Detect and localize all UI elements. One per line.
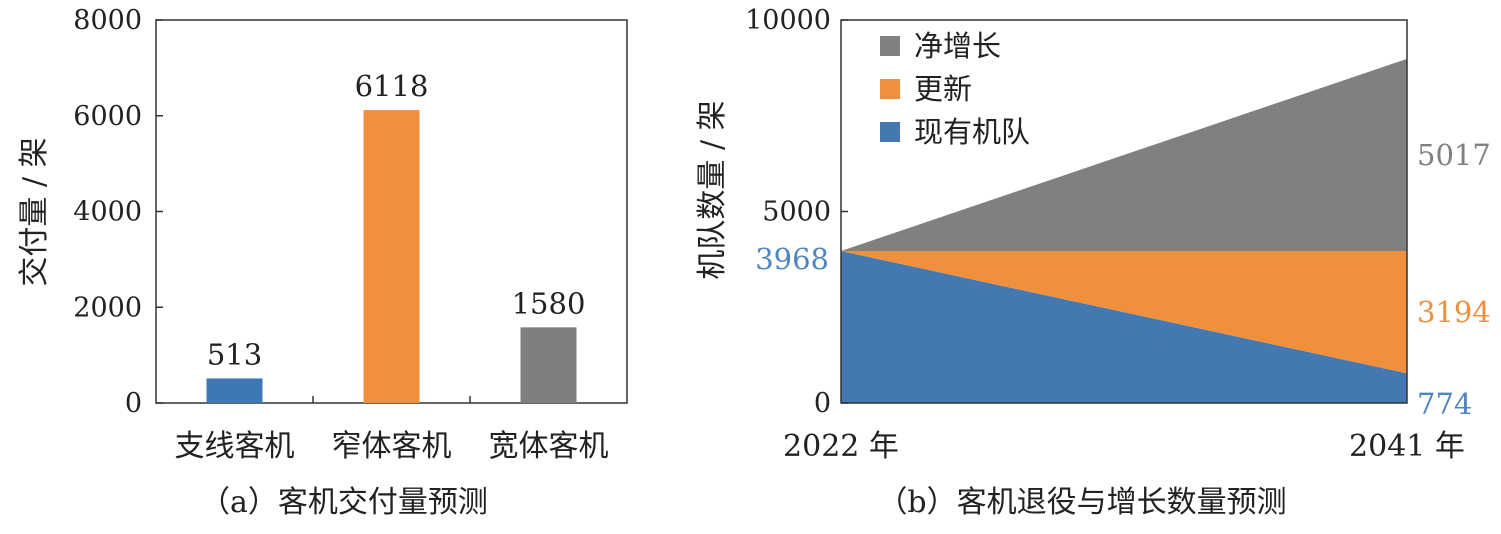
area-end-value-label: 774 (1417, 387, 1472, 421)
bar-2 (363, 110, 420, 403)
area-chart-x-tick-label: 2022 年 (783, 429, 899, 464)
area-series-2 (841, 251, 1407, 374)
area-chart-y-tick-label: 5000 (762, 197, 831, 228)
area-chart-data-labels: 3968 774 3194 5017 (755, 138, 1491, 421)
legend-label: 净增长 (914, 29, 1001, 63)
delivery-bar-chart: 0 2000 4000 6000 8000 513 6118 1580 支线客机 窄体客机 宽体… (17, 5, 628, 520)
bar-chart-y-tick-label: 4000 (73, 197, 142, 228)
bar-chart-category-label: 窄体客机 (332, 429, 452, 464)
bar-chart-category-label: 支线客机 (175, 429, 295, 464)
bar-chart-y-tick-label: 6000 (73, 101, 142, 132)
bar-chart-y-axis-label: 交付量 / 架 (17, 137, 52, 286)
legend-label: 现有机队 (914, 115, 1030, 149)
area-series-3 (841, 58, 1407, 252)
bar-chart-y-tick-label: 8000 (73, 5, 142, 36)
bar-chart-categories: 支线客机 窄体客机 宽体客机 (175, 396, 609, 464)
area-end-value-label: 3194 (1417, 295, 1491, 329)
bar-3 (520, 327, 577, 403)
bar-data-label: 1580 (512, 286, 586, 320)
bar-chart-y-ticks: 0 2000 4000 6000 8000 (73, 5, 163, 419)
bar-chart-y-tick-label: 0 (125, 388, 142, 419)
area-chart-series (841, 58, 1407, 403)
area-chart-y-tick-label: 10000 (745, 5, 831, 36)
legend-swatch (880, 36, 900, 56)
legend-swatch (880, 122, 900, 142)
area-chart-y-axis-label: 机队数量 / 架 (695, 100, 730, 279)
bar-chart-bars: 513 6118 1580 (206, 69, 586, 403)
area-end-value-label: 5017 (1417, 138, 1491, 172)
bar-chart-y-tick-label: 2000 (73, 292, 142, 323)
legend-swatch (880, 79, 900, 99)
area-start-value-label: 3968 (755, 242, 829, 276)
area-series-1 (841, 251, 1407, 403)
bar-chart-category-label: 宽体客机 (489, 429, 609, 464)
bar-chart-caption: （a）客机交付量预测 (200, 485, 488, 520)
bar-1 (206, 378, 263, 403)
area-chart-x-ticks: 2022 年 2041 年 (783, 429, 1465, 464)
bar-data-label: 513 (207, 337, 262, 371)
area-chart-x-tick-label: 2041 年 (1349, 429, 1465, 464)
area-chart-y-ticks: 0 5000 10000 (745, 5, 848, 419)
area-chart-y-tick-label: 0 (814, 388, 831, 419)
area-chart-caption: （b）客机退役与增长数量预测 (877, 485, 1286, 520)
legend-label: 更新 (914, 72, 972, 106)
bar-data-label: 6118 (355, 69, 429, 103)
